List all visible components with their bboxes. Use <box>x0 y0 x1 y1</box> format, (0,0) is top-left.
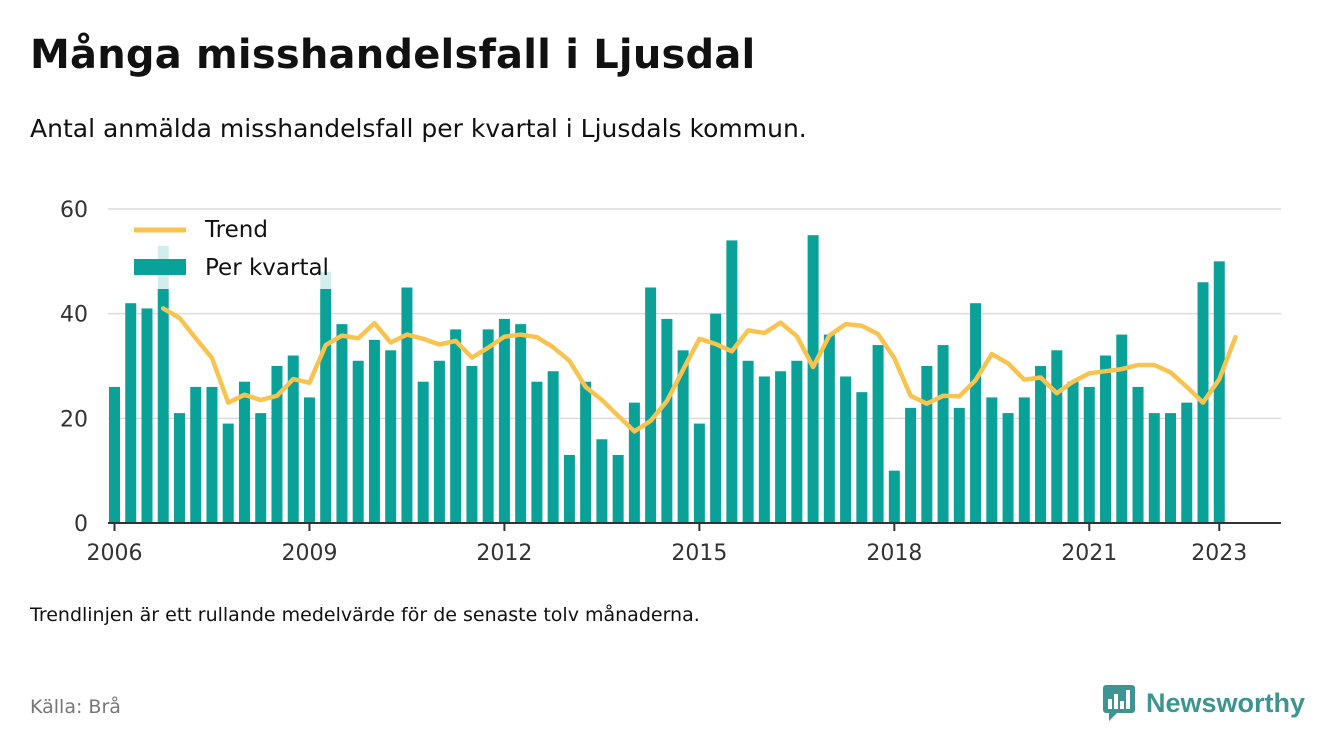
bar <box>953 407 965 523</box>
bar <box>173 413 185 523</box>
x-tick-label: 2023 <box>1191 541 1247 566</box>
bar <box>222 423 234 523</box>
trend-line <box>160 306 1238 434</box>
bar <box>580 381 592 523</box>
bar <box>612 454 624 523</box>
bar <box>498 318 510 523</box>
bar <box>433 360 445 523</box>
legend-label-trend: Trend <box>204 217 268 243</box>
footnote: Trendlinjen är ett rullande medelvärde f… <box>30 604 700 626</box>
bar <box>710 313 722 523</box>
bar <box>726 240 738 523</box>
bar <box>1181 402 1193 523</box>
newsworthy-logo-icon <box>1103 685 1135 721</box>
bar <box>547 371 559 523</box>
bar <box>1067 381 1079 523</box>
bar <box>823 334 835 523</box>
brand-name: Newsworthy <box>1146 687 1306 718</box>
bar <box>157 245 169 523</box>
bar <box>986 397 998 523</box>
bar <box>482 329 494 523</box>
bar <box>1083 386 1095 523</box>
bar <box>742 360 754 523</box>
bar <box>563 454 575 523</box>
source-label: Källa: Brå <box>30 696 121 718</box>
bar <box>791 360 803 523</box>
x-tick-label: 2009 <box>281 541 337 566</box>
bar <box>287 355 299 523</box>
bar <box>645 287 657 523</box>
bar <box>190 386 202 523</box>
bar <box>238 381 250 523</box>
bar <box>385 350 397 523</box>
bar <box>401 287 413 523</box>
bar <box>466 366 478 523</box>
bar <box>1213 261 1225 523</box>
bar <box>905 407 917 523</box>
bar <box>758 376 770 523</box>
bar <box>888 470 900 523</box>
bar <box>255 413 267 523</box>
bar <box>840 376 852 523</box>
bar <box>693 423 705 523</box>
y-tick-label: 60 <box>60 198 88 223</box>
bar <box>303 397 315 523</box>
bar <box>417 381 429 523</box>
bar <box>1100 355 1112 523</box>
bar <box>661 318 673 523</box>
bar <box>336 324 348 523</box>
bar <box>628 402 640 523</box>
legend-box <box>122 211 342 289</box>
bar <box>1051 350 1063 523</box>
y-tick-label: 0 <box>74 512 88 537</box>
y-tick-label: 20 <box>60 407 88 432</box>
bar <box>856 392 868 523</box>
bar <box>1148 413 1160 523</box>
bar <box>515 324 527 523</box>
bar <box>1018 397 1030 523</box>
bar <box>807 235 819 523</box>
legend-swatch-bars <box>134 259 186 275</box>
chart-area: 0 20 40 60 2006 2009 2012 2015 2018 2021 2023 Trend… <box>60 198 1281 566</box>
bar <box>1165 413 1177 523</box>
bar <box>1002 413 1014 523</box>
bar <box>352 360 364 523</box>
bar <box>677 350 689 523</box>
bar <box>206 386 218 523</box>
bar <box>775 371 787 523</box>
chart-subtitle: Antal anmälda misshandelsfall per kvarta… <box>30 114 807 143</box>
x-tick-label: 2021 <box>1061 541 1117 566</box>
bar <box>921 366 933 523</box>
bar <box>596 439 608 523</box>
bar <box>531 381 543 523</box>
bar <box>1116 334 1128 523</box>
bar <box>141 308 153 523</box>
y-tick-label: 40 <box>60 303 88 328</box>
bar <box>368 339 380 523</box>
brand-logo: Newsworthy <box>1102 683 1305 723</box>
x-tick-label: 2012 <box>476 541 532 566</box>
bar <box>872 345 884 523</box>
chart-title: Många misshandelsfall i Ljusdal <box>30 32 756 78</box>
x-tick-label: 2018 <box>866 541 922 566</box>
x-tick-label: 2015 <box>671 541 727 566</box>
bar <box>450 329 462 523</box>
bar <box>108 386 120 523</box>
bar <box>125 303 137 523</box>
x-tick-label: 2006 <box>86 541 142 566</box>
bar <box>970 303 982 523</box>
bar <box>1132 386 1144 523</box>
bar <box>271 366 283 523</box>
bar <box>1035 366 1047 523</box>
bar <box>937 345 949 523</box>
legend-label-bars: Per kvartal <box>205 255 329 281</box>
bar <box>320 271 332 523</box>
